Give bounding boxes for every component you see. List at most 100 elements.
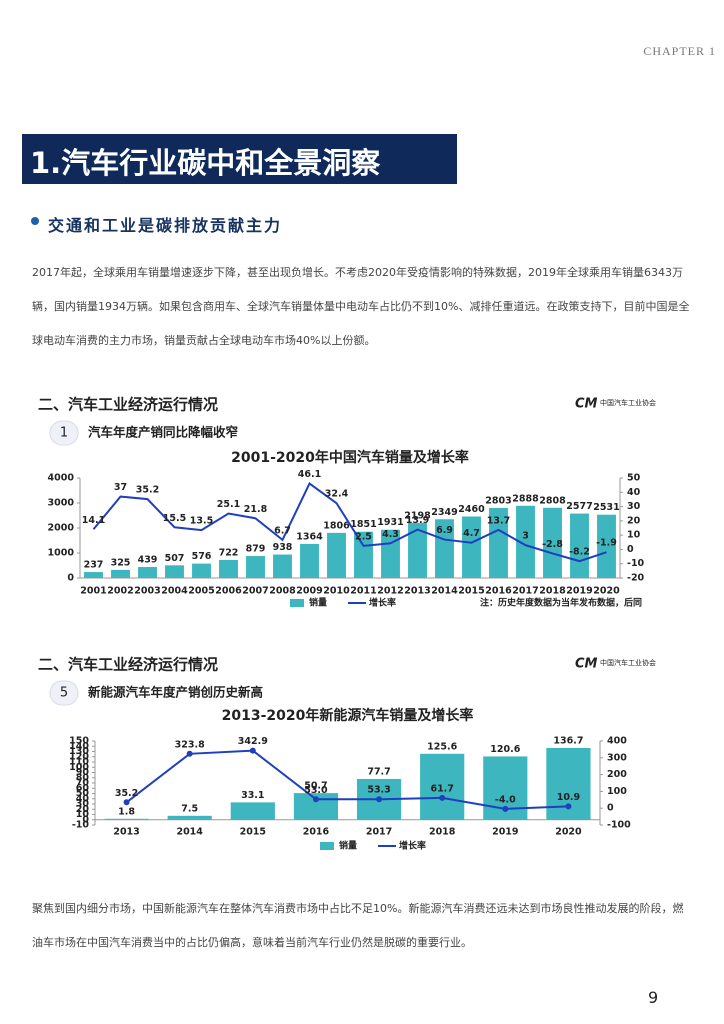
chart-title: 2013-2020年新能源汽车销量及增长率 (222, 707, 474, 724)
data-label: 25.1 (217, 499, 240, 510)
x-tick-label: 2010 (323, 586, 350, 597)
data-label: 15.5 (163, 513, 186, 524)
y-tick-label: 120 (69, 751, 89, 762)
data-label: 439 (138, 555, 158, 566)
data-label: 576 (192, 551, 212, 562)
data-label: 2888 (512, 493, 539, 504)
data-label: 2198 (404, 511, 431, 522)
number-badge (49, 420, 79, 446)
data-label: 938 (273, 542, 293, 553)
logo-text: 中国汽车工业协会 (600, 658, 656, 667)
line-marker (186, 750, 193, 757)
bar (435, 519, 454, 578)
y-tick-label: 2000 (48, 523, 75, 534)
data-label: 32.4 (325, 489, 349, 500)
data-label: 35.2 (115, 788, 138, 799)
data-label: 2531 (593, 502, 619, 513)
data-label: 61.7 (430, 783, 453, 794)
line-marker (502, 805, 509, 812)
line-marker (439, 794, 446, 801)
data-label: 1.8 (118, 806, 135, 817)
data-label: 7.5 (181, 803, 198, 814)
bar (516, 505, 535, 578)
y2-tick-label: 0 (607, 803, 614, 814)
x-tick-label: 2014 (431, 586, 458, 597)
bar (570, 513, 589, 578)
line-marker (312, 796, 319, 803)
data-label: 53.3 (367, 785, 390, 796)
y-tick-label: 130 (69, 746, 89, 757)
x-tick-label: 2005 (188, 586, 214, 597)
bar (219, 559, 238, 578)
y-tick-label: 0 (67, 573, 74, 584)
y-tick-label: 1000 (48, 548, 75, 559)
y2-tick-label: 40 (627, 487, 641, 498)
y-tick-label: 0 (82, 814, 89, 825)
y2-tick-label: 50 (627, 473, 641, 484)
y2-tick-label: -10 (627, 558, 645, 569)
legend-swatch (290, 599, 304, 607)
x-tick-label: 2006 (215, 586, 242, 597)
data-label: 325 (111, 557, 131, 568)
bar (543, 507, 562, 578)
y-tick-label: 80 (76, 772, 90, 783)
data-label: 2460 (458, 504, 485, 515)
data-label: 14.1 (82, 515, 105, 526)
x-tick-label: 2014 (176, 827, 203, 838)
data-label: 50.7 (304, 781, 327, 792)
y-tick-label: 70 (76, 778, 90, 789)
data-label: 3 (522, 531, 529, 542)
y-tick-label: 90 (76, 767, 90, 778)
y-tick-label: 3000 (48, 498, 75, 509)
x-tick-label: 2015 (458, 586, 484, 597)
title-bar (22, 134, 457, 184)
y-tick-label: 150 (69, 736, 89, 747)
bar (165, 565, 184, 578)
data-label: 120.6 (490, 744, 520, 755)
data-label: 13.7 (487, 515, 510, 526)
bar (84, 572, 103, 578)
data-label: 1364 (296, 531, 323, 542)
y2-tick-label: 200 (607, 769, 627, 780)
data-label: 507 (165, 553, 185, 564)
bar (192, 563, 211, 578)
y2-tick-label: 30 (627, 501, 641, 512)
data-label: 4.3 (382, 529, 399, 540)
y-tick-label: -10 (72, 820, 90, 831)
y2-tick-label: 400 (607, 736, 627, 747)
x-tick-label: 2013 (113, 827, 139, 838)
data-label: 37 (114, 482, 127, 493)
bar (354, 531, 373, 578)
figure-heading: 二、汽车工业经济运行情况 (38, 396, 218, 414)
data-label: 1931 (377, 517, 403, 528)
bar (462, 516, 481, 578)
x-tick-label: 2017 (366, 827, 392, 838)
logo-text: 中国汽车工业协会 (600, 398, 656, 407)
legend-swatch (320, 842, 334, 850)
figure-number: 1 (60, 426, 68, 441)
line-marker (565, 803, 572, 810)
chart-title: 2001-2020年中国汽车销量及增长率 (231, 449, 469, 466)
bar (420, 753, 465, 820)
y-tick-label: 110 (69, 757, 89, 768)
data-label: 237 (84, 560, 104, 571)
x-tick-label: 2013 (404, 586, 430, 597)
chart-note: 注：历史年度数据为当年发布数据，后同 (480, 597, 642, 609)
data-label: 1851 (350, 519, 376, 530)
data-label: 2808 (539, 495, 566, 506)
legend-label: 增长率 (369, 597, 396, 609)
data-label: 6.7 (274, 525, 291, 536)
data-label: 46.1 (298, 469, 321, 480)
data-label: 4.7 (463, 528, 480, 539)
data-label: 35.2 (136, 485, 159, 496)
bullet (31, 217, 39, 225)
data-label: 13.5 (190, 516, 213, 527)
y2-tick-label: 20 (627, 515, 641, 526)
data-label: 2803 (485, 495, 511, 506)
x-tick-label: 2011 (350, 586, 376, 597)
number-badge (49, 680, 79, 706)
section-subtitle: 交通和工业是碳排放贡献主力 (48, 216, 283, 235)
logo-mark: CM (575, 397, 598, 412)
